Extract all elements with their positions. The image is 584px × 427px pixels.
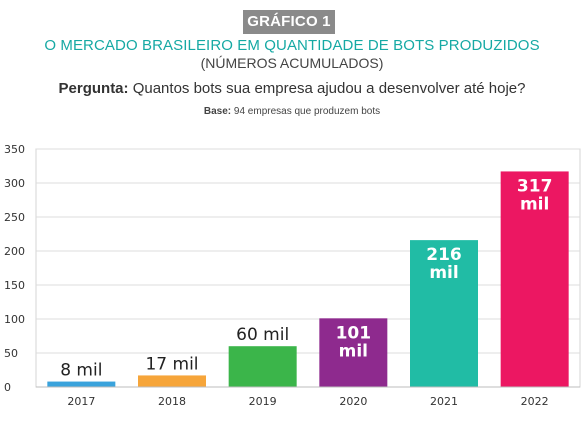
y-tick-label: 150 <box>4 279 25 292</box>
x-tick-label: 2022 <box>521 395 549 408</box>
x-tick-label: 2020 <box>339 395 367 408</box>
y-tick-label: 350 <box>4 143 25 156</box>
bar-2020 <box>319 318 388 387</box>
y-tick-label: 0 <box>4 381 11 394</box>
data-label-unit: mil <box>520 194 549 214</box>
data-label: 60 mil <box>236 325 289 345</box>
data-label: 8 mil <box>60 361 102 381</box>
bar-2019 <box>228 346 297 387</box>
plot-area <box>35 148 581 388</box>
y-tick-label: 100 <box>4 313 25 326</box>
data-label: 101 <box>336 323 372 343</box>
chart-number-badge: GRÁFICO 1 <box>243 10 335 34</box>
y-tick-label: 200 <box>4 245 25 258</box>
data-label-unit: mil <box>429 263 458 283</box>
bar-2017 <box>47 381 116 387</box>
question-text: Quantos bots sua empresa ajudou a desenv… <box>132 80 526 97</box>
bar-2018 <box>138 375 206 387</box>
bar-2022 <box>500 171 569 387</box>
y-tick-label: 300 <box>4 177 25 190</box>
survey-question: Pergunta: Quantos bots sua empresa ajudo… <box>0 80 584 97</box>
x-tick-label: 2019 <box>249 395 277 408</box>
chart-subtitle: (NÚMEROS ACUMULADOS) <box>200 55 384 71</box>
question-label: Pergunta: <box>58 80 129 97</box>
bar-2021 <box>410 240 478 387</box>
data-label-unit: mil <box>339 341 368 361</box>
data-label: 216 <box>426 245 462 265</box>
base-text: 94 empresas que produzem bots <box>233 106 381 117</box>
x-tick-label: 2021 <box>430 395 458 408</box>
x-tick-label: 2017 <box>67 395 95 408</box>
data-label: 317 <box>517 176 553 196</box>
chart-title: O MERCADO BRASILEIRO EM QUANTIDADE DE BO… <box>44 37 540 54</box>
data-label: 17 mil <box>145 354 198 374</box>
base-label: Base: <box>203 106 232 117</box>
x-tick-label: 2018 <box>158 395 186 408</box>
sample-base: Base: 94 empresas que produzem bots <box>0 106 584 117</box>
y-tick-label: 250 <box>4 211 25 224</box>
y-tick-label: 50 <box>4 347 18 360</box>
